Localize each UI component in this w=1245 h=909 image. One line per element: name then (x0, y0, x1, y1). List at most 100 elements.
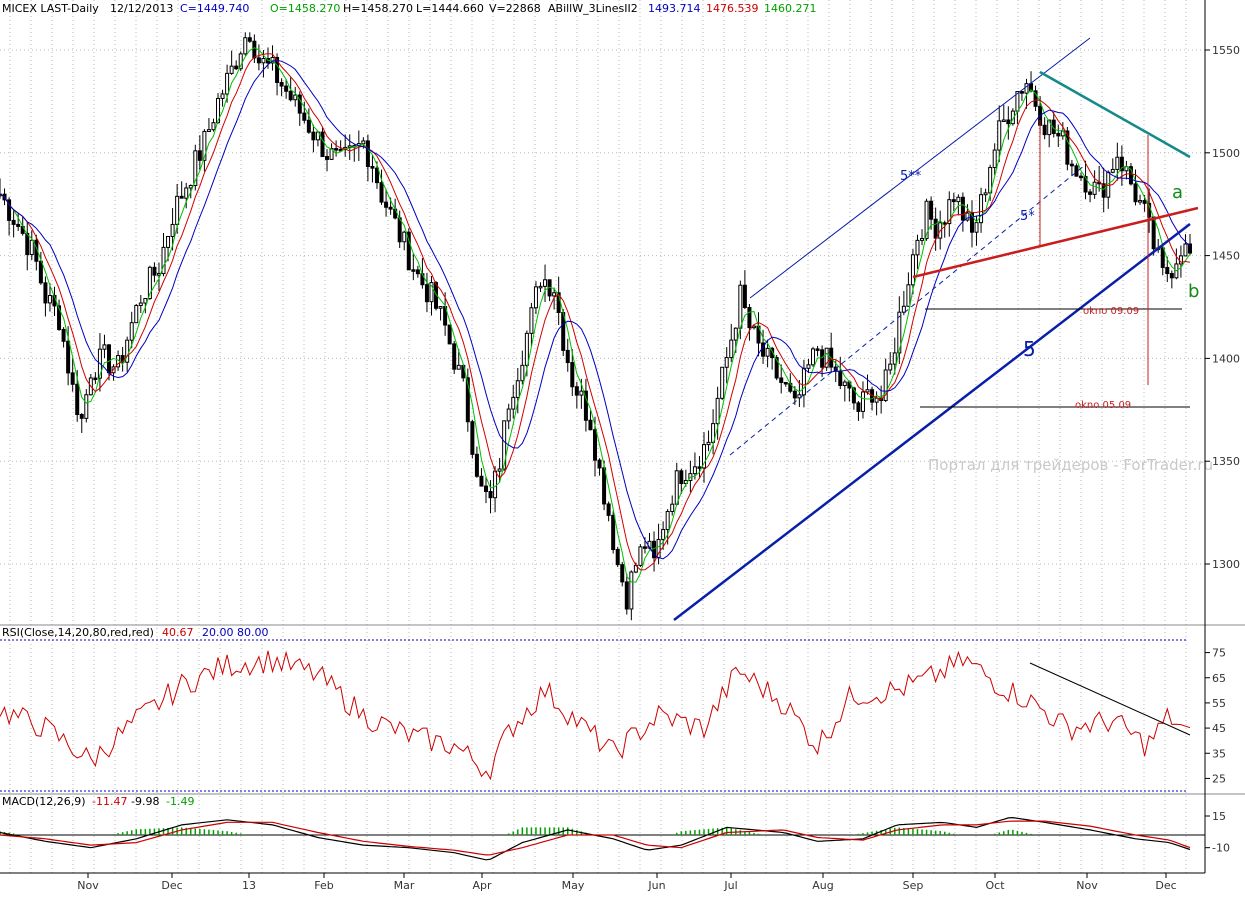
price-bar-body (66, 340, 71, 374)
price-bar-body (1042, 124, 1047, 136)
price-bar-body (597, 459, 602, 469)
price-bar-body (447, 324, 452, 345)
price-bar-body (974, 222, 979, 233)
rsi-tick-label: 55 (1212, 697, 1226, 710)
trendline-wave-5 (673, 223, 1191, 621)
price-bar-body (1160, 247, 1165, 268)
price-bar-body (243, 37, 248, 55)
price-bar-body (125, 339, 130, 363)
header-close: C=1449.740 (180, 2, 249, 15)
price-bar-body (1065, 130, 1070, 165)
y-tick-label: 1300 (1212, 558, 1240, 571)
price-bar-body (25, 232, 30, 256)
price-bar-body (311, 131, 316, 141)
price-bar-body (1083, 176, 1088, 193)
price-bar-body (474, 453, 479, 477)
price-bar-body (520, 364, 525, 382)
price-bar-body (783, 381, 788, 385)
price-bar-body (624, 581, 629, 610)
macd-tick-label: -10 (1212, 842, 1230, 855)
price-bar-body (915, 239, 920, 256)
price-bar-body (552, 292, 557, 297)
price-bar-body (1088, 191, 1093, 195)
y-tick-label: 1500 (1212, 147, 1240, 160)
price-bar-body (384, 201, 389, 208)
price-bar-body (134, 304, 139, 324)
rsi-tick-label: 25 (1212, 772, 1226, 785)
price-bar-body (284, 85, 289, 92)
header-ma-blue: 1493.714 (648, 2, 701, 15)
price-bar-body (388, 206, 393, 210)
rsi-tick-label: 75 (1212, 647, 1226, 660)
label-okno-0509: okno 05.09 (1075, 400, 1131, 411)
price-bar-body (960, 196, 965, 221)
price-bar-body (538, 285, 543, 289)
x-tick-label: Oct (985, 879, 1005, 892)
price-bar-body (838, 370, 843, 387)
price-bar-body (297, 94, 302, 114)
price-header: MICEX LAST-Daily 12/12/2013 C=1449.740 O… (2, 2, 817, 15)
price-bar-body (79, 414, 84, 419)
label-wave-a: a (1172, 182, 1183, 203)
price-bar-body (897, 311, 902, 354)
price-bar-body (1033, 90, 1038, 107)
ma-red-line (0, 53, 1191, 571)
price-bar-body (765, 347, 770, 357)
price-bar-body (533, 286, 538, 309)
label-wave-b: b (1188, 281, 1199, 302)
price-bar-body (483, 485, 488, 492)
price-bar-body (84, 394, 89, 419)
price-bar-body (329, 148, 334, 160)
price-bar-body (374, 167, 379, 184)
price-bar-body (406, 231, 411, 271)
price-bar-body (1110, 168, 1115, 173)
price-bar-body (593, 429, 597, 461)
price-bar-body (247, 37, 252, 42)
price-bar-body (824, 347, 829, 368)
price-bar-body (742, 284, 747, 308)
price-bar-body (1001, 119, 1006, 122)
y-tick-label: 1400 (1212, 352, 1240, 365)
price-bar-body (179, 195, 184, 199)
price-bar-body (1101, 183, 1106, 198)
y-tick-label: 1450 (1212, 250, 1240, 263)
label-okno-0909: okno 09.09 (1083, 306, 1139, 317)
price-bar-body (747, 306, 752, 329)
ma-blue-line (0, 59, 1191, 560)
price-bar-body (229, 65, 234, 74)
price-bar-body (665, 511, 670, 531)
price-bar-body (1128, 166, 1133, 185)
price-bar-body (992, 149, 997, 169)
price-bar-body (933, 218, 938, 239)
price-bar-body (815, 348, 820, 351)
price-bar-body (107, 344, 112, 374)
header-open: O=1458.270 (270, 2, 340, 15)
price-bar-body (147, 266, 152, 299)
price-bar-body (697, 466, 702, 469)
price-bar-body (929, 200, 934, 220)
y-tick-label: 1350 (1212, 455, 1240, 468)
price-bar-body (238, 53, 243, 70)
price-bar-body (370, 165, 375, 169)
price-bar-body (302, 112, 307, 121)
price-bar-body (470, 421, 475, 455)
price-bar-body (711, 423, 716, 443)
price-bar-body (365, 140, 370, 167)
x-tick-label: Jun (647, 879, 665, 892)
price-bar-body (543, 279, 548, 287)
price-bar-body (588, 419, 593, 431)
price-bar-body (452, 343, 457, 370)
price-bar-body (29, 239, 34, 256)
price-bar-body (611, 514, 616, 551)
price-bar-body (497, 468, 502, 472)
price-bar-body (225, 72, 230, 95)
price-bar-body (602, 467, 607, 505)
rsi-tick-label: 35 (1212, 747, 1226, 760)
price-bar-body (1074, 165, 1079, 177)
label-wave-5-star: 5* (1020, 209, 1035, 224)
price-bar-body (947, 199, 952, 225)
trend-lines (673, 37, 1199, 621)
price-bar-body (11, 219, 16, 225)
price-bar-body (1056, 133, 1061, 137)
